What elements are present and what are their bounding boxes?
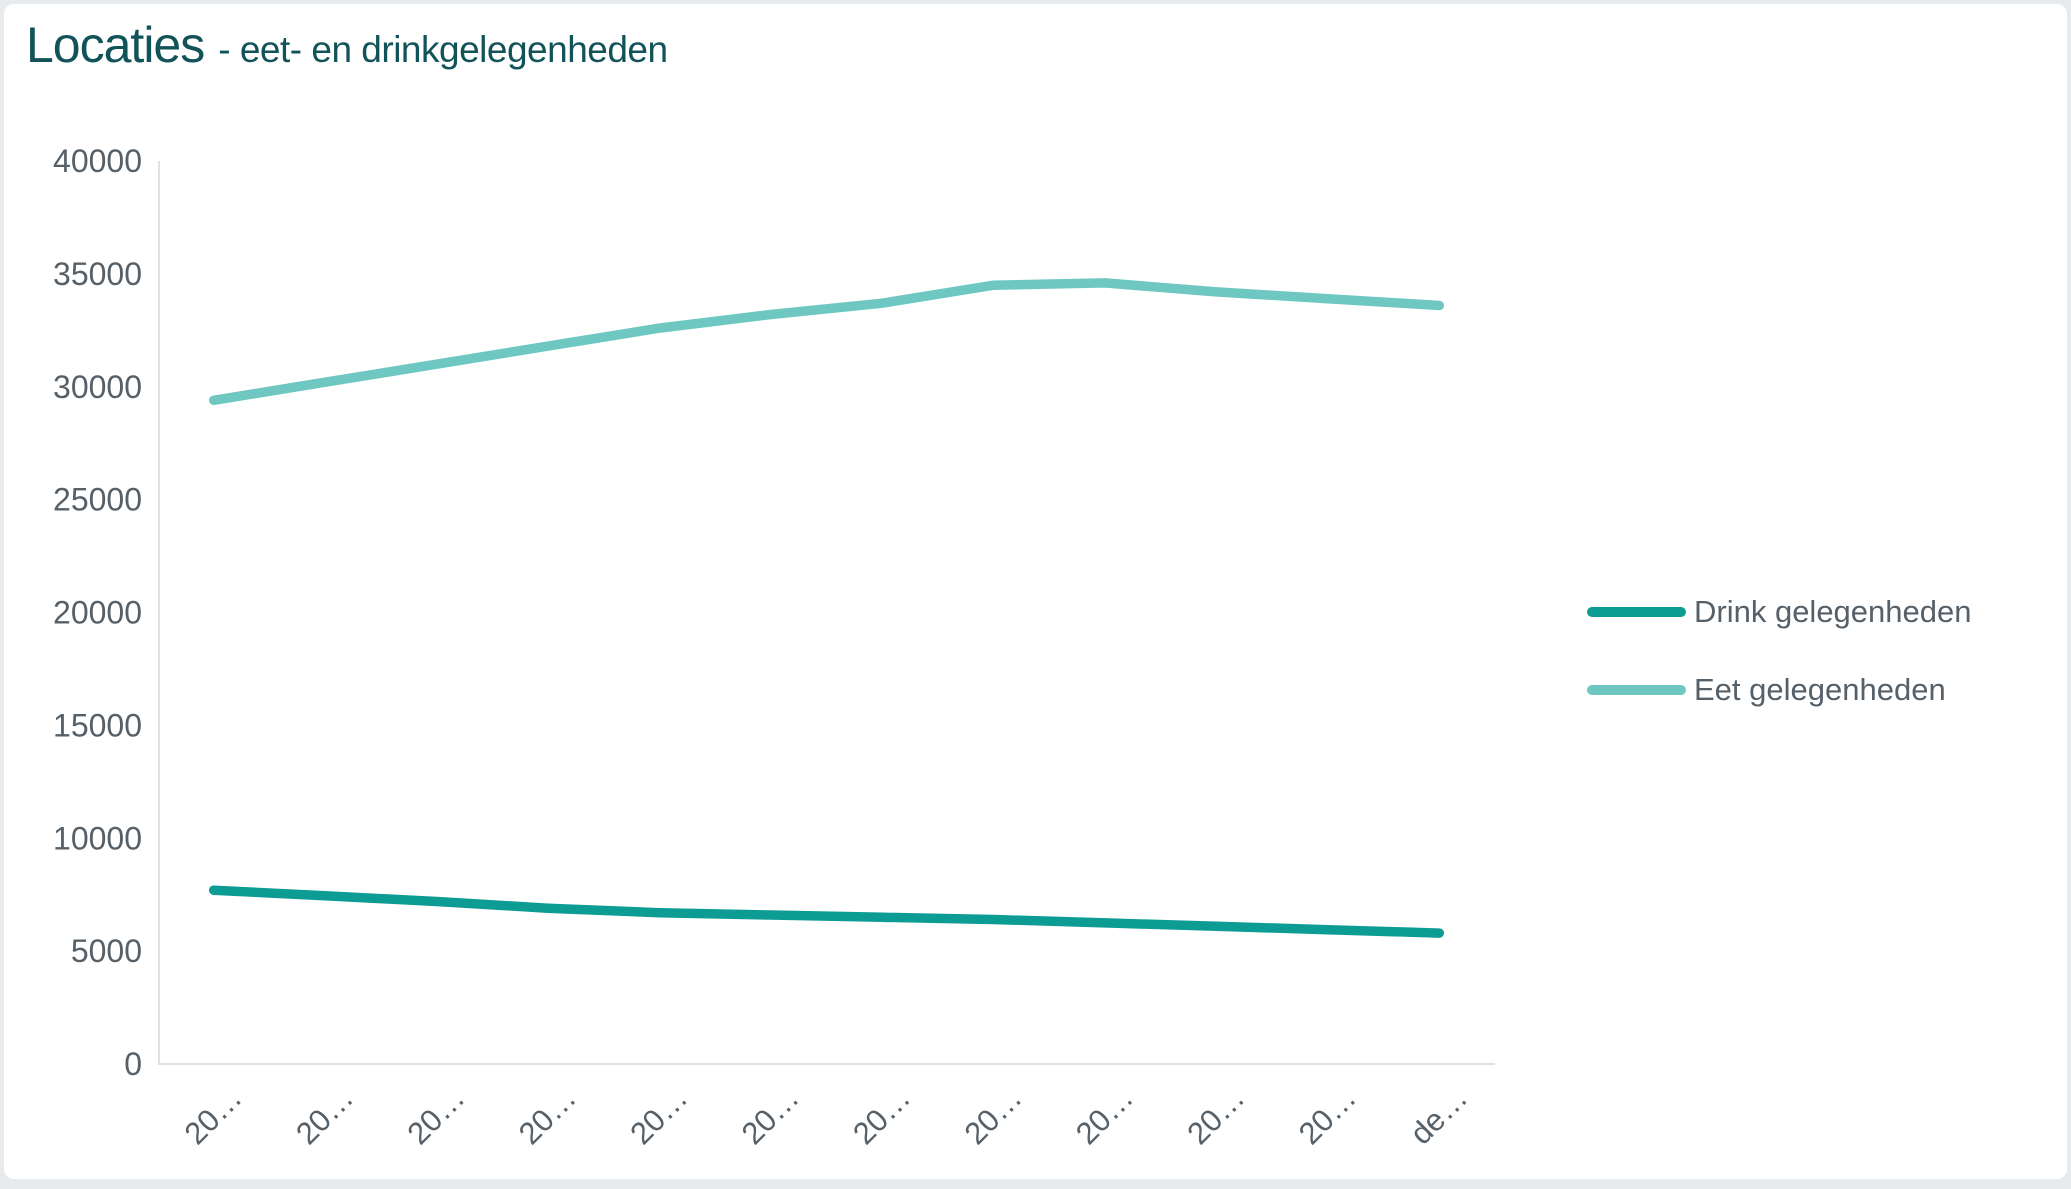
chart-card: Locaties - eet- en drinkgelegenheden 0 50… <box>4 4 2067 1179</box>
legend-label-eet: Eet gelegenheden <box>1694 672 1946 707</box>
x-axis-tick-label: 20… <box>1069 1080 1140 1151</box>
legend-item-drink-gelegenheden[interactable]: Drink gelegenheden <box>1587 590 1972 634</box>
y-axis-tick-label: 5000 <box>71 933 142 969</box>
x-axis-tick-label: 20… <box>289 1080 360 1151</box>
x-axis-tick-label: 20… <box>1292 1080 1363 1151</box>
y-axis-tick-label: 25000 <box>53 482 142 518</box>
legend-swatch-drink-icon <box>1587 607 1686 617</box>
legend-item-eet-gelegenheden[interactable]: Eet gelegenheden <box>1587 668 1946 712</box>
x-axis-tick-label: 20… <box>735 1080 806 1151</box>
y-axis-tick-label: 15000 <box>53 707 142 743</box>
y-axis-tick-label: 10000 <box>53 820 142 856</box>
x-axis-tick-label: 20… <box>400 1080 471 1151</box>
legend-swatch-eet-icon <box>1587 685 1686 695</box>
y-axis-tick-label: 35000 <box>53 256 142 292</box>
line-chart-plot-area: 0 5000 10000 15000 20000 25000 30000 35000 40000… <box>53 143 1495 1151</box>
x-axis-tick-label: 20… <box>512 1080 583 1151</box>
chart-title: Locaties - eet- en drinkgelegenheden <box>26 18 668 73</box>
x-axis-tick-label: 20… <box>958 1080 1029 1151</box>
y-axis-tick-label: 20000 <box>53 595 142 631</box>
series-line-drink-gelegenheden <box>208 885 1445 938</box>
x-axis-tick-label: 20… <box>623 1080 694 1151</box>
y-axis-tick-label: 0 <box>124 1046 142 1082</box>
series-line-eet-gelegenheden <box>208 278 1445 406</box>
x-axis-tick-label: de… <box>1403 1080 1474 1151</box>
chart-title-main: Locaties <box>26 17 205 73</box>
chart-title-subtitle: - eet- en drinkgelegenheden <box>218 29 668 70</box>
y-axis-tick-label: 40000 <box>53 143 142 179</box>
y-axis-tick-label: 30000 <box>53 369 142 405</box>
legend-label-drink: Drink gelegenheden <box>1694 594 1972 629</box>
x-axis-tick-label: 20… <box>178 1080 249 1151</box>
x-axis-tick-label: 20… <box>1180 1080 1251 1151</box>
x-axis-tick-label: 20… <box>846 1080 917 1151</box>
